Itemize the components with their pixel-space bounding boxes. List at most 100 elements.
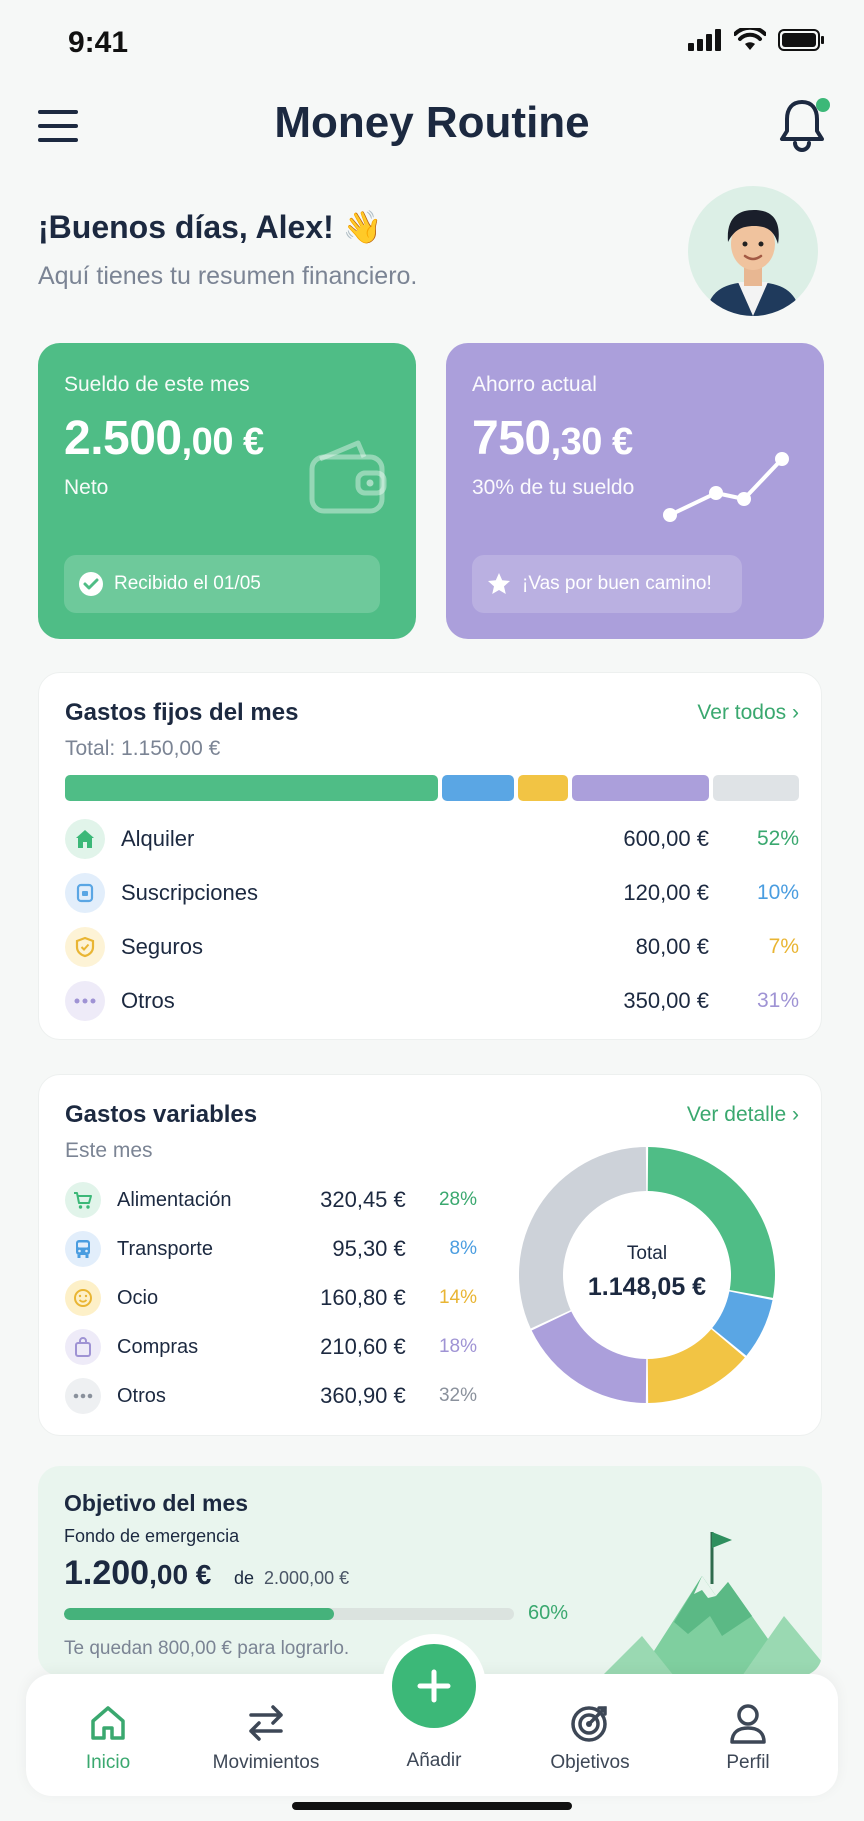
fixed-expense-row[interactable]: Suscripciones 120,00 € 10%	[65, 873, 799, 913]
savings-amount-main: 750	[472, 412, 551, 465]
signal-icon	[688, 29, 721, 51]
nav-label: Movimientos	[212, 1752, 320, 1773]
fixed-expenses-bar	[65, 775, 799, 801]
salary-sub: Neto	[64, 476, 109, 499]
goal-target-value: 2.000,00 €	[264, 1568, 350, 1588]
fixed-expense-row[interactable]: Alquiler 600,00 € 52%	[65, 819, 799, 859]
salary-status-pill: Recibido el 01/05	[64, 555, 380, 613]
variable-expenses-title: Gastos variables	[65, 1101, 258, 1128]
variable-expense-name: Otros	[117, 1384, 166, 1407]
menu-line	[38, 138, 78, 142]
see-all-label: Ver todos	[697, 701, 787, 724]
salary-card[interactable]: Sueldo de este mes 2.500,00 € Neto Recib…	[38, 343, 416, 639]
bus-icon	[65, 1231, 101, 1267]
variable-expense-name: Compras	[117, 1335, 199, 1358]
variable-expense-percent: 8%	[449, 1238, 477, 1259]
fixed-expense-percent: 10%	[756, 881, 799, 904]
donut-segment	[531, 1311, 647, 1403]
fixed-expenses-panel: Gastos fijos del mes Ver todos › Total: …	[38, 672, 822, 1040]
variable-expense-row[interactable]: Alimentación 320,45 € 28%	[65, 1181, 477, 1219]
smile-icon	[65, 1280, 101, 1316]
donut-segment	[712, 1291, 773, 1356]
variable-expense-amount: 360,90 €	[320, 1383, 406, 1408]
donut-total-label: Total	[626, 1243, 668, 1264]
variable-expense-amount: 320,45 €	[320, 1187, 406, 1212]
target-icon	[571, 1706, 607, 1742]
notifications-button[interactable]	[778, 98, 830, 156]
variable-expense-name: Alimentación	[117, 1188, 232, 1211]
variable-expenses-donut	[519, 1147, 775, 1403]
user-icon	[730, 1704, 766, 1744]
goal-amount-decimals: ,00 €	[149, 1559, 212, 1590]
salary-amount-main: 2.500	[64, 412, 182, 465]
wifi-icon	[734, 28, 766, 50]
bar-segment	[65, 775, 439, 801]
user-portrait-icon	[706, 210, 800, 316]
variable-expense-percent: 14%	[438, 1287, 477, 1308]
variable-expense-name: Transporte	[117, 1237, 213, 1260]
fixed-expense-amount: 80,00 €	[635, 934, 709, 959]
variable-expense-row[interactable]: Otros 360,90 € 32%	[65, 1377, 477, 1415]
nav-label: Inicio	[85, 1752, 131, 1773]
salary-amount: 2.500,00 €	[64, 411, 390, 466]
monthly-goal-panel[interactable]: Objetivo del mes Fondo de emergencia 1.2…	[38, 1466, 822, 1676]
variable-expense-percent: 28%	[438, 1189, 477, 1210]
star-icon	[488, 573, 510, 594]
bar-segment	[442, 775, 515, 801]
goal-target: de 2.000,00 €	[234, 1568, 349, 1589]
greeting-subtitle: Aquí tienes tu resumen financiero.	[38, 262, 418, 290]
variable-expense-row[interactable]: Compras 210,60 € 18%	[65, 1328, 477, 1366]
add-label: Añadir	[406, 1750, 462, 1771]
nav-item-objetivos[interactable]: Objetivos	[520, 1700, 660, 1774]
fixed-expenses-title: Gastos fijos del mes	[65, 699, 299, 726]
fixed-expense-percent: 31%	[756, 989, 799, 1012]
see-detail-link[interactable]: Ver detalle ›	[687, 1103, 799, 1127]
goal-subtitle: Fondo de emergencia	[64, 1526, 240, 1546]
fixed-expense-row[interactable]: Seguros 80,00 € 7%	[65, 927, 799, 967]
battery-icon	[778, 29, 824, 51]
bell-icon	[780, 100, 824, 152]
savings-pill-text: ¡Vas por buen camino!	[522, 573, 712, 594]
nav-label: Objetivos	[550, 1752, 630, 1773]
variable-expense-row[interactable]: Transporte 95,30 € 8%	[65, 1230, 477, 1268]
goal-title: Objetivo del mes	[64, 1490, 249, 1516]
see-all-link[interactable]: Ver todos ›	[697, 701, 799, 725]
check-circle-icon	[79, 572, 103, 596]
app-title: Money Routine	[274, 98, 590, 147]
variable-expenses-subtitle: Este mes	[65, 1139, 153, 1162]
fixed-expense-row[interactable]: Otros 350,00 € 31%	[65, 981, 799, 1021]
home-indicator	[292, 1802, 572, 1810]
variable-expense-name: Ocio	[117, 1286, 159, 1309]
nav-item-inicio[interactable]: Inicio	[38, 1700, 178, 1774]
fixed-expense-name: Seguros	[121, 934, 203, 959]
variable-expense-amount: 95,30 €	[332, 1236, 406, 1261]
wallet-icon	[309, 440, 387, 514]
fixed-expenses-total: Total: 1.150,00 €	[65, 737, 221, 760]
variable-expense-percent: 18%	[438, 1336, 477, 1357]
fixed-expense-amount: 600,00 €	[623, 826, 709, 851]
chevron-right-icon: ›	[792, 701, 799, 724]
variable-expense-percent: 32%	[438, 1385, 477, 1406]
variable-expense-row[interactable]: Ocio 160,80 € 14%	[65, 1279, 477, 1317]
more-icon	[65, 1378, 101, 1414]
savings-card[interactable]: Ahorro actual 750,30 € 30% de tu sueldo …	[446, 343, 824, 639]
home-icon	[91, 1706, 125, 1740]
shield-icon	[65, 927, 105, 967]
avatar[interactable]	[688, 186, 818, 316]
greeting-title: ¡Buenos días, Alex! 👋	[38, 209, 383, 245]
menu-line	[38, 110, 78, 114]
nav-item-perfil[interactable]: Perfil	[678, 1700, 818, 1774]
chevron-right-icon: ›	[792, 1103, 799, 1126]
notification-dot	[816, 98, 830, 112]
salary-label: Sueldo de este mes	[64, 373, 250, 396]
savings-amount: 750,30 €	[472, 411, 798, 466]
fixed-expense-name: Otros	[121, 988, 175, 1013]
nav-item-movimientos[interactable]: Movimientos	[196, 1700, 336, 1774]
add-button[interactable]	[392, 1644, 476, 1728]
variable-expense-amount: 160,80 €	[320, 1285, 406, 1310]
mountain-flag-icon	[602, 1532, 822, 1676]
bar-segment	[518, 775, 569, 801]
nav-label: Perfil	[726, 1752, 770, 1773]
more-icon	[65, 981, 105, 1021]
menu-button[interactable]	[38, 110, 78, 142]
